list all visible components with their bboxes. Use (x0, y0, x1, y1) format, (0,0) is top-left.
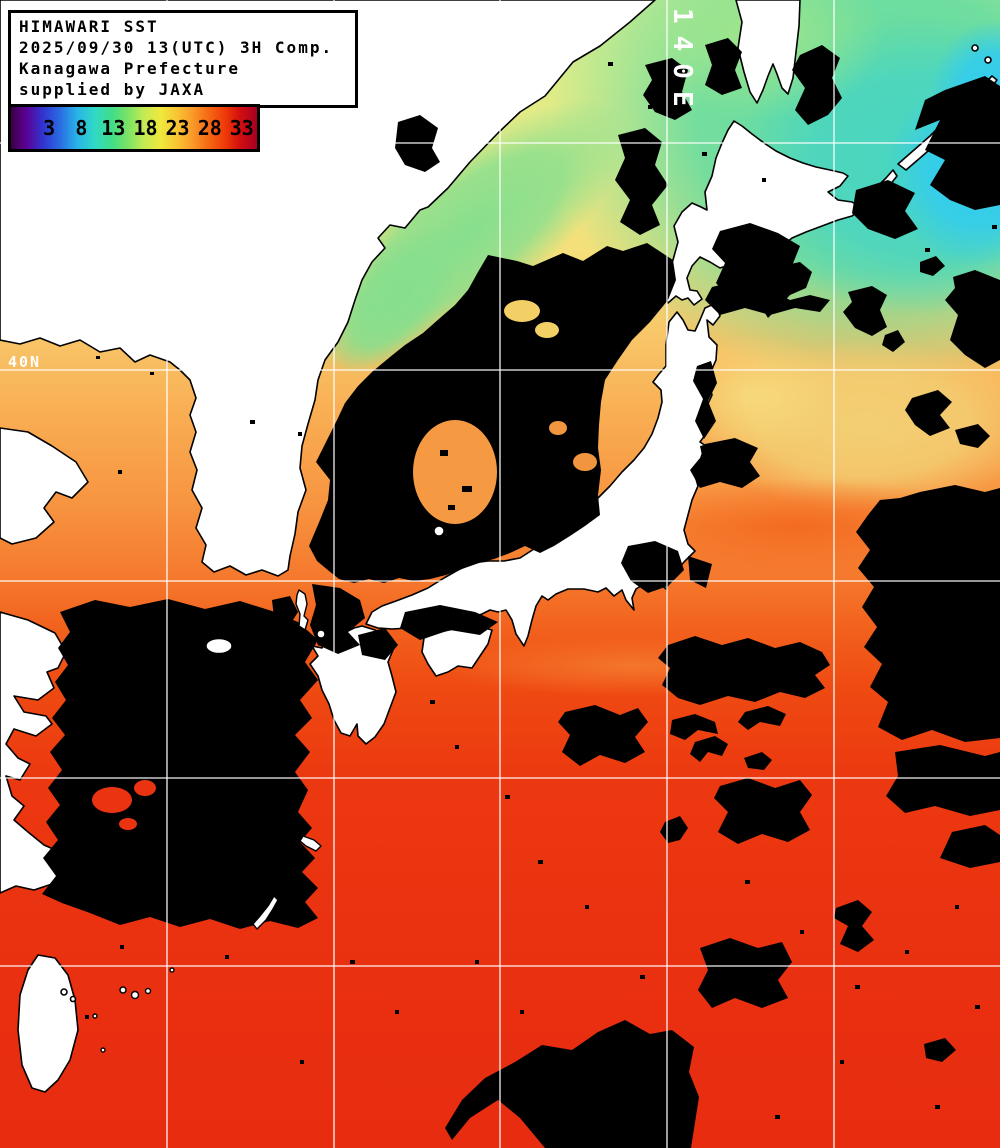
title-box: HIMAWARI SST 2025/09/30 13(UTC) 3H Comp.… (8, 10, 358, 108)
land-shandong (0, 427, 89, 545)
land-amami (299, 835, 322, 852)
cloud-sanriku-coast (693, 361, 717, 439)
colorbar-tick-labels: 3 8 13 18 23 28 33 (11, 107, 257, 149)
land-oki (433, 525, 445, 537)
product-datetime: 2025/09/30 13(UTC) 3H Comp. (19, 38, 334, 57)
land-taiwan-islet (69, 995, 77, 1003)
colorbar-tick: 13 (101, 116, 126, 140)
land-iki (316, 629, 326, 639)
land-miyako (144, 987, 152, 995)
cloud-east-china-sea-giant (42, 599, 318, 929)
colorbar-tick: 18 (133, 116, 158, 140)
cloud-erimo-southeast (843, 286, 887, 336)
land-kuril-islet (971, 44, 979, 52)
land-islet (92, 1013, 98, 1019)
small-islands (92, 525, 445, 1053)
cloud-pacific-mass-30n (714, 778, 812, 844)
cloud-specks (85, 62, 997, 1119)
colorbar-tick: 28 (197, 116, 222, 140)
cloud-offshore-boso (688, 556, 712, 588)
cloud-seto-inland (400, 605, 498, 640)
colorbar-tick: 8 (75, 116, 88, 140)
cloud-tohoku-offshore-2 (955, 424, 990, 448)
cloud-shikoku-offshore (558, 705, 648, 766)
colorbar-tick: 23 (165, 116, 190, 140)
temperature-colorbar: 3 8 13 18 23 28 33 (8, 104, 260, 152)
cloud-no-data-mask (42, 38, 1000, 1148)
cloud-right-edge-bits (940, 825, 1000, 868)
land-oki-speck (428, 538, 434, 543)
parallel-label-40n: 40N (8, 353, 41, 371)
product-region: Kanagawa Prefecture (19, 59, 241, 78)
cloud-tohoku-offshore-4 (920, 256, 945, 276)
cloud-erimo-east (760, 262, 812, 318)
cloud-bottom-1 (698, 938, 792, 1008)
cloud-right-edge-large (856, 485, 1000, 742)
land-taiwan-islet (60, 988, 68, 996)
cloud-pacific-1 (690, 736, 728, 762)
cloud-right-edge-mid (945, 270, 1000, 368)
cloud-pacific-3 (744, 752, 772, 770)
land-hokkaido (661, 120, 863, 306)
cloud-kii-east-large (658, 636, 830, 705)
cloud-bottom-center (445, 1020, 699, 1148)
cloud-pacific-2 (738, 706, 786, 730)
cloud-tohoku-offshore-1 (905, 390, 952, 436)
cloud-sakhalin-east (792, 45, 842, 125)
land-miyako (130, 990, 140, 1000)
land-jeju (205, 637, 233, 655)
cloud-sanriku-offshore (690, 438, 760, 488)
cloud-kanto (621, 541, 684, 593)
land-kuril-islet (984, 56, 992, 64)
land-okinawa (252, 895, 279, 930)
product-title: HIMAWARI SST (19, 17, 159, 36)
land-islet (169, 967, 175, 973)
cloud-sakhalin-west (705, 38, 742, 95)
colorbar-gradient (11, 107, 257, 149)
cloud-bottom-2 (834, 900, 874, 952)
land-sakhalin (735, 0, 801, 104)
colorbar-tick: 33 (229, 116, 254, 140)
cloud-sea-of-japan-central (309, 243, 676, 583)
meridian-label-140e: 140E (667, 8, 697, 119)
colorbar-tick: 3 (43, 116, 56, 140)
land-islet (100, 1047, 106, 1053)
cloud-korea-strait-west (268, 596, 298, 650)
cloud-tohoku-offshore-3 (882, 330, 905, 352)
cloud-right-edge-lower (886, 745, 1000, 816)
cloud-kanmon (358, 628, 398, 660)
cloud-pacific-4 (670, 714, 718, 740)
product-source: supplied by JAXA (19, 80, 206, 99)
land-tsushima (295, 589, 309, 631)
cloud-primorye-coast (615, 128, 668, 235)
cloud-kunashir-south (852, 180, 918, 239)
graticule-labels: 140E 40N (8, 8, 697, 371)
cloud-bottom-3 (924, 1038, 956, 1062)
land-miyako (119, 986, 127, 994)
cloud-gaps (92, 300, 597, 830)
